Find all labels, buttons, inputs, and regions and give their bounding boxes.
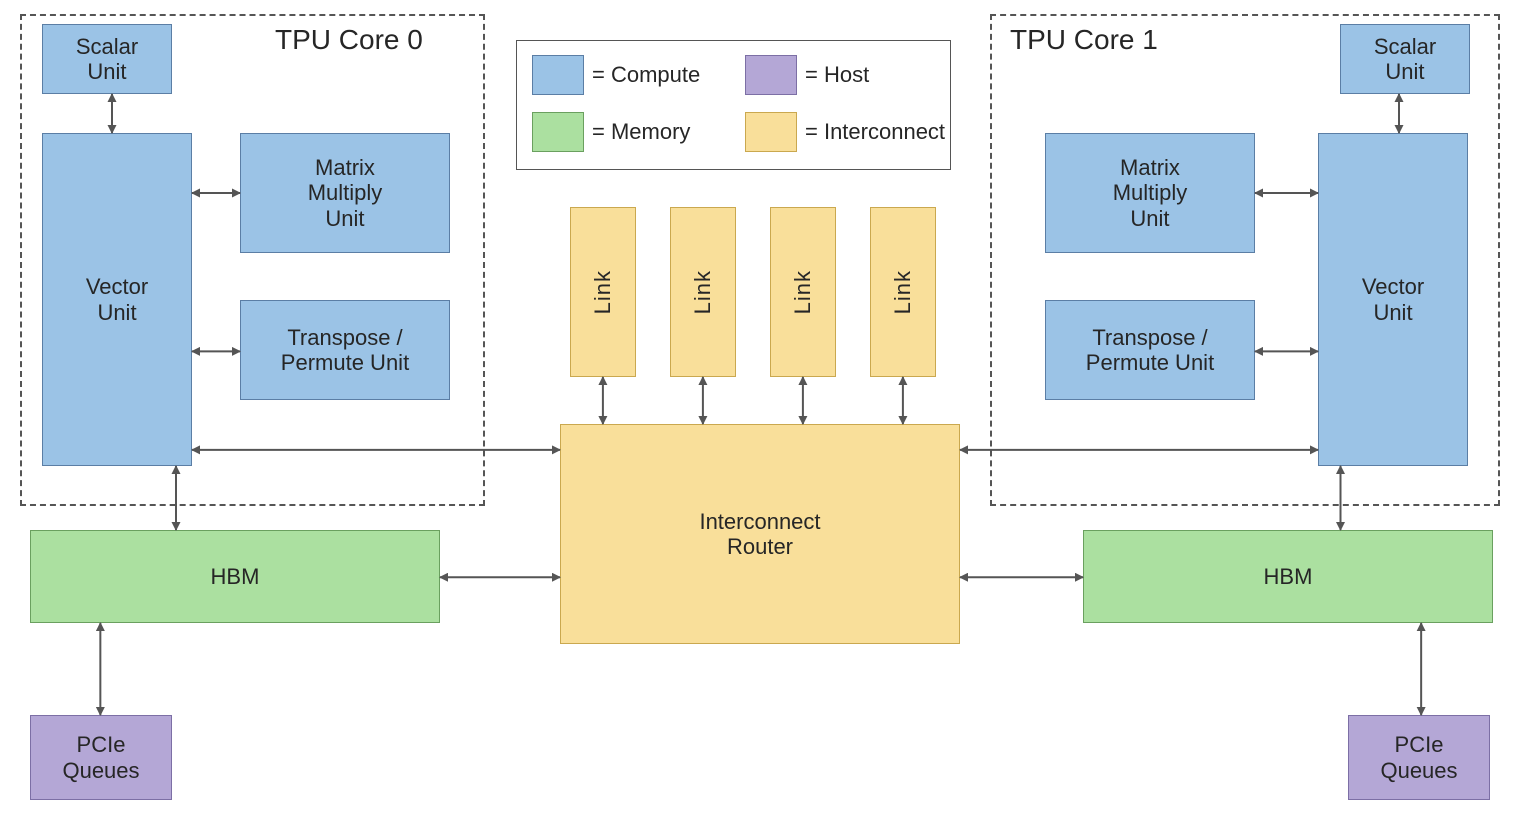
block-vector0: Vector Unit [42, 133, 192, 466]
block-pcie1: PCIe Queues [1348, 715, 1490, 800]
block-label: Vector Unit [86, 274, 148, 325]
block-label: Transpose / Permute Unit [281, 325, 409, 376]
legend-swatch [532, 112, 584, 152]
block-label: Scalar Unit [76, 34, 138, 85]
legend-entry: = Interconnect [745, 112, 945, 152]
legend-entry: = Memory [532, 112, 690, 152]
legend-label: = Compute [592, 62, 700, 88]
block-scalar1: Scalar Unit [1340, 24, 1470, 94]
block-label: HBM [1264, 564, 1313, 589]
block-scalar0: Scalar Unit [42, 24, 172, 94]
block-label: Link [690, 270, 715, 314]
block-label: Transpose / Permute Unit [1086, 325, 1214, 376]
legend-swatch [745, 112, 797, 152]
block-label: Link [590, 270, 615, 314]
block-label: PCIe Queues [1380, 732, 1457, 783]
block-mmu1: Matrix Multiply Unit [1045, 133, 1255, 253]
legend-swatch [532, 55, 584, 95]
legend-entry: = Host [745, 55, 869, 95]
block-link3: Link [770, 207, 836, 377]
block-label: Scalar Unit [1374, 34, 1436, 85]
block-label: Vector Unit [1362, 274, 1424, 325]
block-vector1: Vector Unit [1318, 133, 1468, 466]
block-label: PCIe Queues [62, 732, 139, 783]
legend-label: = Interconnect [805, 119, 945, 145]
block-link4: Link [870, 207, 936, 377]
block-label: Matrix Multiply Unit [1113, 155, 1188, 231]
block-tpu1: Transpose / Permute Unit [1045, 300, 1255, 400]
block-label: Link [890, 270, 915, 314]
block-link1: Link [570, 207, 636, 377]
block-label: Link [790, 270, 815, 314]
block-label: Matrix Multiply Unit [308, 155, 383, 231]
block-pcie0: PCIe Queues [30, 715, 172, 800]
block-hbm1: HBM [1083, 530, 1493, 623]
block-label: HBM [211, 564, 260, 589]
block-tpu0: Transpose / Permute Unit [240, 300, 450, 400]
core-title: TPU Core 0 [275, 24, 423, 56]
legend-swatch [745, 55, 797, 95]
block-mmu0: Matrix Multiply Unit [240, 133, 450, 253]
tpu-diagram: TPU Core 0 TPU Core 1 = Compute = Host = Mem… [0, 0, 1527, 822]
block-link2: Link [670, 207, 736, 377]
block-hbm0: HBM [30, 530, 440, 623]
legend-entry: = Compute [532, 55, 700, 95]
legend-label: = Memory [592, 119, 690, 145]
core-title: TPU Core 1 [1010, 24, 1158, 56]
block-router: Interconnect Router [560, 424, 960, 644]
legend-label: = Host [805, 62, 869, 88]
block-label: Interconnect Router [699, 509, 820, 560]
